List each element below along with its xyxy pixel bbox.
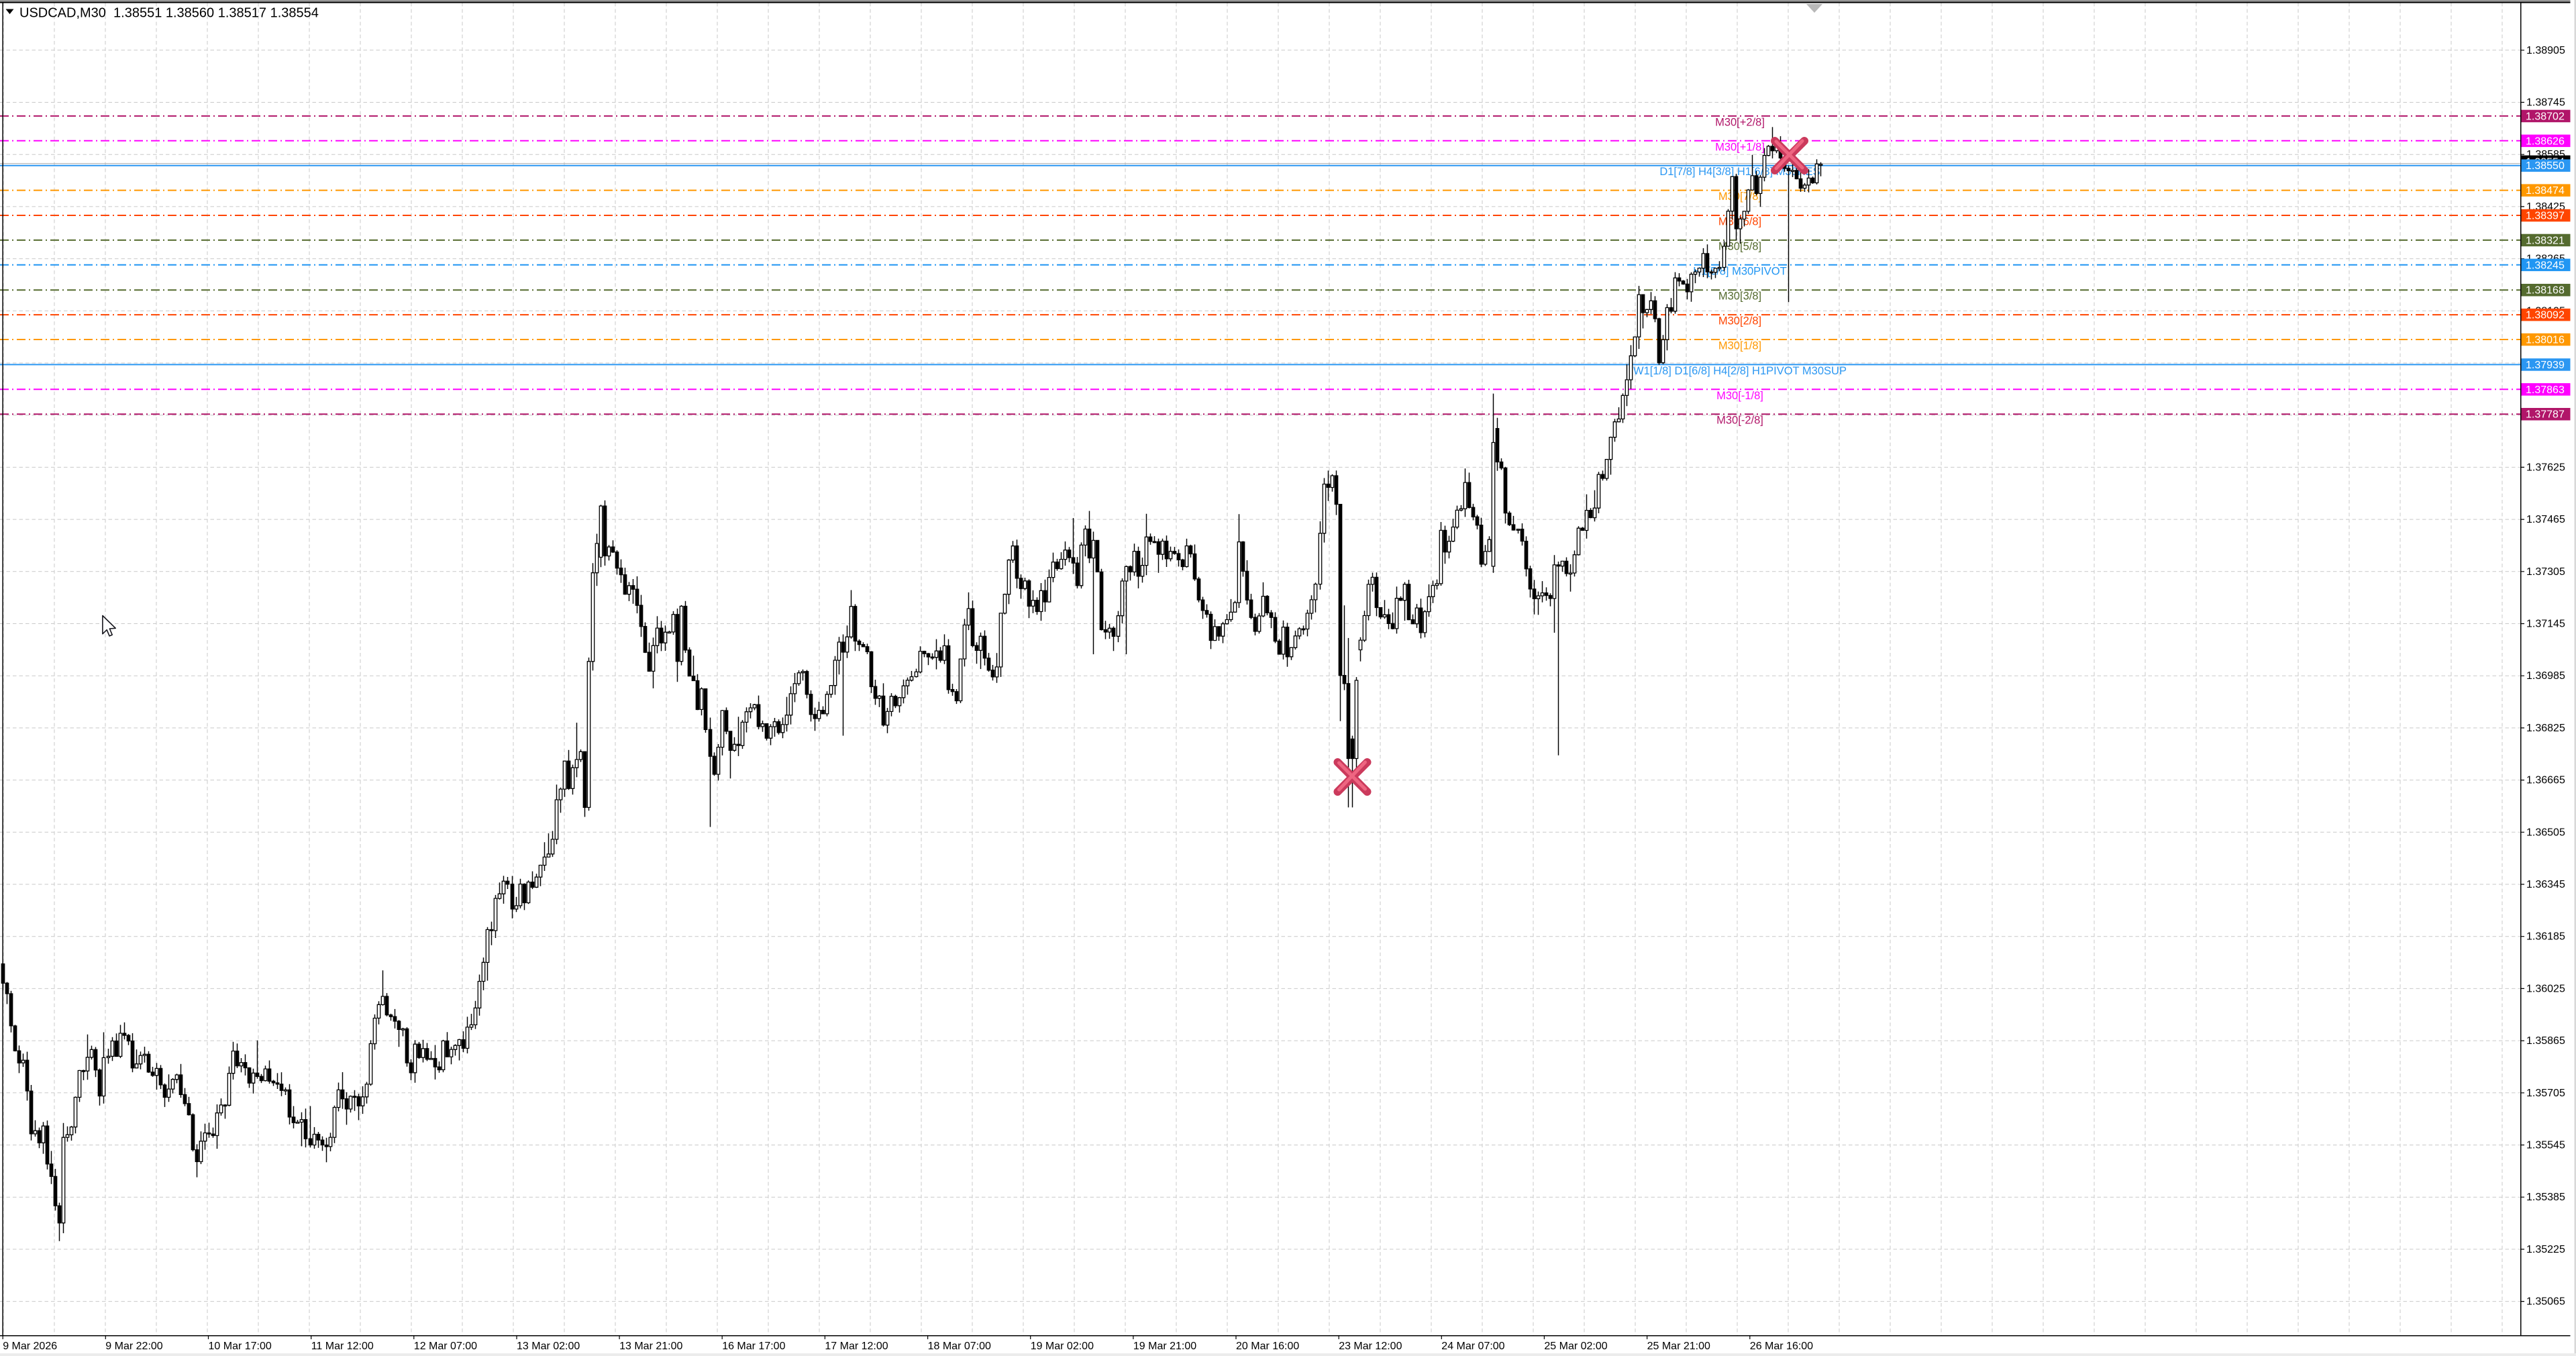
- svg-text:1.36345: 1.36345: [2526, 879, 2565, 890]
- svg-text:1.37939: 1.37939: [2526, 360, 2565, 371]
- svg-text:1.38626: 1.38626: [2526, 136, 2565, 147]
- svg-text:1.38016: 1.38016: [2526, 335, 2565, 346]
- svg-text:M30[2/8]: M30[2/8]: [1718, 315, 1761, 327]
- svg-text:23 Mar 12:00: 23 Mar 12:00: [1339, 1341, 1402, 1352]
- svg-text:1.38745: 1.38745: [2526, 97, 2565, 109]
- svg-text:26 Mar 16:00: 26 Mar 16:00: [1750, 1341, 1813, 1352]
- svg-text:1.35545: 1.35545: [2526, 1140, 2565, 1151]
- svg-text:1.38321: 1.38321: [2526, 235, 2565, 246]
- svg-text:M30[+2/8]: M30[+2/8]: [1715, 116, 1765, 128]
- svg-text:17 Mar 12:00: 17 Mar 12:00: [825, 1341, 888, 1352]
- svg-text:1.36025: 1.36025: [2526, 983, 2565, 994]
- svg-text:1.38397: 1.38397: [2526, 211, 2565, 222]
- svg-text:1.35865: 1.35865: [2526, 1035, 2565, 1047]
- svg-text:1.38092: 1.38092: [2526, 310, 2565, 321]
- svg-text:25 Mar 02:00: 25 Mar 02:00: [1544, 1341, 1607, 1352]
- svg-text:1.37625: 1.37625: [2526, 462, 2565, 473]
- svg-text:1.36505: 1.36505: [2526, 827, 2565, 838]
- svg-text:13 Mar 02:00: 13 Mar 02:00: [517, 1341, 580, 1352]
- svg-text:19 Mar 02:00: 19 Mar 02:00: [1031, 1341, 1094, 1352]
- svg-text:W1[1/8] D1[6/8] H4[2/8] H1PIVO: W1[1/8] D1[6/8] H4[2/8] H1PIVOT M30SUP: [1633, 365, 1847, 377]
- svg-text:M30[-2/8]: M30[-2/8]: [1716, 415, 1763, 427]
- svg-text:M30[-1/8]: M30[-1/8]: [1716, 390, 1763, 402]
- svg-text:19 Mar 21:00: 19 Mar 21:00: [1133, 1341, 1196, 1352]
- svg-text:1.38474: 1.38474: [2526, 185, 2565, 197]
- svg-text:M30[3/8]: M30[3/8]: [1718, 291, 1761, 303]
- svg-text:9 Mar 2026: 9 Mar 2026: [3, 1341, 57, 1352]
- svg-text:1.37465: 1.37465: [2526, 514, 2565, 525]
- svg-text:1.36665: 1.36665: [2526, 775, 2565, 786]
- svg-text:20 Mar 16:00: 20 Mar 16:00: [1236, 1341, 1299, 1352]
- svg-text:12 Mar 07:00: 12 Mar 07:00: [414, 1341, 477, 1352]
- svg-text:1.37863: 1.37863: [2526, 384, 2565, 396]
- svg-text:1.35065: 1.35065: [2526, 1296, 2565, 1308]
- svg-text:1.38702: 1.38702: [2526, 111, 2565, 122]
- svg-text:1.38550: 1.38550: [2526, 160, 2565, 172]
- svg-text:1.38168: 1.38168: [2526, 285, 2565, 297]
- svg-text:13 Mar 21:00: 13 Mar 21:00: [619, 1341, 682, 1352]
- svg-text:9 Mar 22:00: 9 Mar 22:00: [105, 1341, 162, 1352]
- svg-text:24 Mar 07:00: 24 Mar 07:00: [1441, 1341, 1504, 1352]
- svg-text:USDCAD,M30 1.38551 1.38560 1.: USDCAD,M30 1.38551 1.38560 1.38517 1.385…: [19, 6, 319, 21]
- svg-text:1.37305: 1.37305: [2526, 566, 2565, 578]
- svg-text:1.35385: 1.35385: [2526, 1192, 2565, 1203]
- svg-text:1.36825: 1.36825: [2526, 723, 2565, 734]
- svg-text:1.35225: 1.35225: [2526, 1244, 2565, 1255]
- svg-text:16 Mar 17:00: 16 Mar 17:00: [722, 1341, 785, 1352]
- svg-text:1.37145: 1.37145: [2526, 619, 2565, 630]
- svg-text:M30[7/8]: M30[7/8]: [1718, 191, 1761, 203]
- svg-text:18 Mar 07:00: 18 Mar 07:00: [928, 1341, 991, 1352]
- svg-text:1.37787: 1.37787: [2526, 409, 2565, 421]
- svg-text:M30[1/8]: M30[1/8]: [1718, 340, 1761, 352]
- svg-text:25 Mar 21:00: 25 Mar 21:00: [1647, 1341, 1710, 1352]
- svg-text:10 Mar 17:00: 10 Mar 17:00: [209, 1341, 272, 1352]
- svg-text:1.38905: 1.38905: [2526, 45, 2565, 56]
- svg-text:1.36185: 1.36185: [2526, 931, 2565, 943]
- svg-text:1.36985: 1.36985: [2526, 670, 2565, 682]
- svg-text:11 Mar 12:00: 11 Mar 12:00: [311, 1341, 374, 1352]
- svg-text:1.38245: 1.38245: [2526, 260, 2565, 271]
- svg-text:1.35705: 1.35705: [2526, 1088, 2565, 1099]
- svg-text:M30[+1/8]: M30[+1/8]: [1715, 141, 1765, 153]
